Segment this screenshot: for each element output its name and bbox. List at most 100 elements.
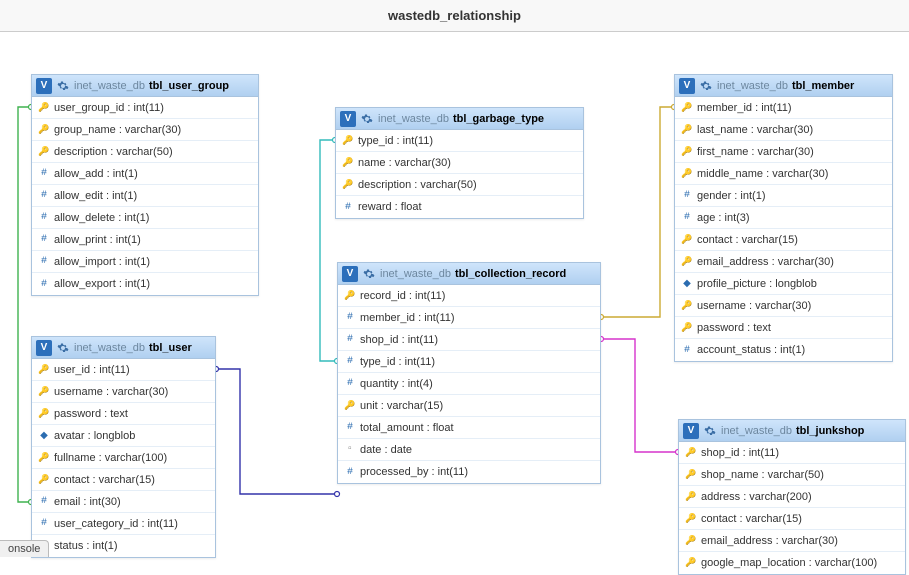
column-row[interactable]: ▫ date : date	[338, 439, 600, 461]
column-row[interactable]: # shop_id : int(11)	[338, 329, 600, 351]
column-list: 🔑 user_id : int(11) 🔑 username : varchar…	[32, 359, 215, 557]
column-row[interactable]: 🔑 username : varchar(30)	[675, 295, 892, 317]
column-label: shop_id : int(11)	[701, 447, 779, 459]
schema-label: inet_waste_db	[74, 80, 145, 92]
column-label: contact : varchar(15)	[701, 513, 802, 525]
column-row[interactable]: # gender : int(1)	[675, 185, 892, 207]
column-row[interactable]: 🔑 first_name : varchar(30)	[675, 141, 892, 163]
table-header[interactable]: V inet_waste_db tbl_user	[32, 337, 215, 359]
table-header[interactable]: V inet_waste_db tbl_member	[675, 75, 892, 97]
table-header[interactable]: V inet_waste_db tbl_garbage_type	[336, 108, 583, 130]
column-row[interactable]: 🔑 email_address : varchar(30)	[675, 251, 892, 273]
column-row[interactable]: 🔑 contact : varchar(15)	[32, 469, 215, 491]
column-row[interactable]: 🔑 last_name : varchar(30)	[675, 119, 892, 141]
table-tbl_garbage_type[interactable]: V inet_waste_db tbl_garbage_type 🔑 type_…	[335, 107, 584, 219]
column-row[interactable]: 🔑 group_name : varchar(30)	[32, 119, 258, 141]
column-row[interactable]: ◆ profile_picture : longblob	[675, 273, 892, 295]
column-row[interactable]: 🔑 description : varchar(50)	[32, 141, 258, 163]
table-tbl_junkshop[interactable]: V inet_waste_db tbl_junkshop 🔑 shop_id :…	[678, 419, 906, 575]
column-row[interactable]: # email : int(30)	[32, 491, 215, 513]
view-badge-icon: V	[340, 111, 356, 127]
hash-icon: #	[342, 202, 354, 213]
column-row[interactable]: # processed_by : int(11)	[338, 461, 600, 483]
table-tbl_collection_record[interactable]: V inet_waste_db tbl_collection_record 🔑 …	[337, 262, 601, 484]
diamond-icon: ◆	[681, 278, 693, 290]
diamond-icon: ◆	[38, 430, 50, 442]
column-row[interactable]: 🔑 member_id : int(11)	[675, 97, 892, 119]
column-row[interactable]: 🔑 google_map_location : varchar(100)	[679, 552, 905, 574]
column-row[interactable]: # type_id : int(11)	[338, 351, 600, 373]
column-list: 🔑 type_id : int(11) 🔑 name : varchar(30)…	[336, 130, 583, 218]
column-row[interactable]: # member_id : int(11)	[338, 307, 600, 329]
column-list: 🔑 member_id : int(11) 🔑 last_name : varc…	[675, 97, 892, 361]
column-row[interactable]: # allow_add : int(1)	[32, 163, 258, 185]
column-row[interactable]: # allow_edit : int(1)	[32, 185, 258, 207]
column-row[interactable]: 🔑 username : varchar(30)	[32, 381, 215, 403]
view-badge-icon: V	[679, 78, 695, 94]
column-label: user_group_id : int(11)	[54, 102, 164, 114]
column-row[interactable]: 🔑 unit : varchar(15)	[338, 395, 600, 417]
table-header[interactable]: V inet_waste_db tbl_user_group	[32, 75, 258, 97]
softkey-icon: 🔑	[38, 409, 50, 419]
square-icon: ▫	[344, 444, 356, 455]
column-label: account_status : int(1)	[697, 344, 805, 356]
table-header[interactable]: V inet_waste_db tbl_collection_record	[338, 263, 600, 285]
softkey-icon: 🔑	[681, 147, 693, 157]
column-label: email_address : varchar(30)	[697, 256, 834, 268]
table-name-label: tbl_collection_record	[455, 268, 566, 280]
column-row[interactable]: # status : int(1)	[32, 535, 215, 557]
column-row[interactable]: 🔑 password : text	[32, 403, 215, 425]
column-row[interactable]: 🔑 email_address : varchar(30)	[679, 530, 905, 552]
column-row[interactable]: # allow_print : int(1)	[32, 229, 258, 251]
softkey-icon: 🔑	[342, 158, 354, 168]
column-row[interactable]: 🔑 record_id : int(11)	[338, 285, 600, 307]
column-label: password : text	[697, 322, 771, 334]
column-label: profile_picture : longblob	[697, 278, 817, 290]
column-row[interactable]: 🔑 fullname : varchar(100)	[32, 447, 215, 469]
column-row[interactable]: # allow_export : int(1)	[32, 273, 258, 295]
column-row[interactable]: 🔑 description : varchar(50)	[336, 174, 583, 196]
gear-icon[interactable]	[703, 424, 717, 438]
column-row[interactable]: 🔑 middle_name : varchar(30)	[675, 163, 892, 185]
column-label: email_address : varchar(30)	[701, 535, 838, 547]
column-row[interactable]: 🔑 password : text	[675, 317, 892, 339]
column-row[interactable]: 🔑 shop_name : varchar(50)	[679, 464, 905, 486]
column-row[interactable]: 🔑 contact : varchar(15)	[679, 508, 905, 530]
gear-icon[interactable]	[360, 112, 374, 126]
column-row[interactable]: 🔑 address : varchar(200)	[679, 486, 905, 508]
gear-icon[interactable]	[362, 267, 376, 281]
column-row[interactable]: # reward : float	[336, 196, 583, 218]
gear-icon[interactable]	[56, 341, 70, 355]
column-row[interactable]: 🔑 type_id : int(11)	[336, 130, 583, 152]
column-row[interactable]: 🔑 contact : varchar(15)	[675, 229, 892, 251]
table-name-label: tbl_member	[792, 80, 854, 92]
hash-icon: #	[38, 168, 50, 179]
hash-icon: #	[681, 212, 693, 223]
column-row[interactable]: # allow_delete : int(1)	[32, 207, 258, 229]
column-row[interactable]: ◆ avatar : longblob	[32, 425, 215, 447]
column-row[interactable]: # quantity : int(4)	[338, 373, 600, 395]
table-tbl_user_group[interactable]: V inet_waste_db tbl_user_group 🔑 user_gr…	[31, 74, 259, 296]
column-row[interactable]: 🔑 shop_id : int(11)	[679, 442, 905, 464]
hash-icon: #	[38, 234, 50, 245]
column-row[interactable]: # age : int(3)	[675, 207, 892, 229]
table-tbl_user[interactable]: V inet_waste_db tbl_user 🔑 user_id : int…	[31, 336, 216, 558]
column-label: total_amount : float	[360, 422, 454, 434]
column-row[interactable]: # allow_import : int(1)	[32, 251, 258, 273]
hash-icon: #	[344, 467, 356, 478]
gear-icon[interactable]	[56, 79, 70, 93]
table-tbl_member[interactable]: V inet_waste_db tbl_member 🔑 member_id :…	[674, 74, 893, 362]
console-tab[interactable]: onsole	[0, 540, 49, 557]
column-row[interactable]: # user_category_id : int(11)	[32, 513, 215, 535]
column-row[interactable]: 🔑 user_id : int(11)	[32, 359, 215, 381]
column-row[interactable]: # account_status : int(1)	[675, 339, 892, 361]
column-row[interactable]: 🔑 name : varchar(30)	[336, 152, 583, 174]
table-header[interactable]: V inet_waste_db tbl_junkshop	[679, 420, 905, 442]
hash-icon: #	[38, 212, 50, 223]
softkey-icon: 🔑	[685, 470, 697, 480]
softkey-icon: 🔑	[681, 235, 693, 245]
column-row[interactable]: 🔑 user_group_id : int(11)	[32, 97, 258, 119]
column-row[interactable]: # total_amount : float	[338, 417, 600, 439]
table-name-label: tbl_user	[149, 342, 192, 354]
gear-icon[interactable]	[699, 79, 713, 93]
